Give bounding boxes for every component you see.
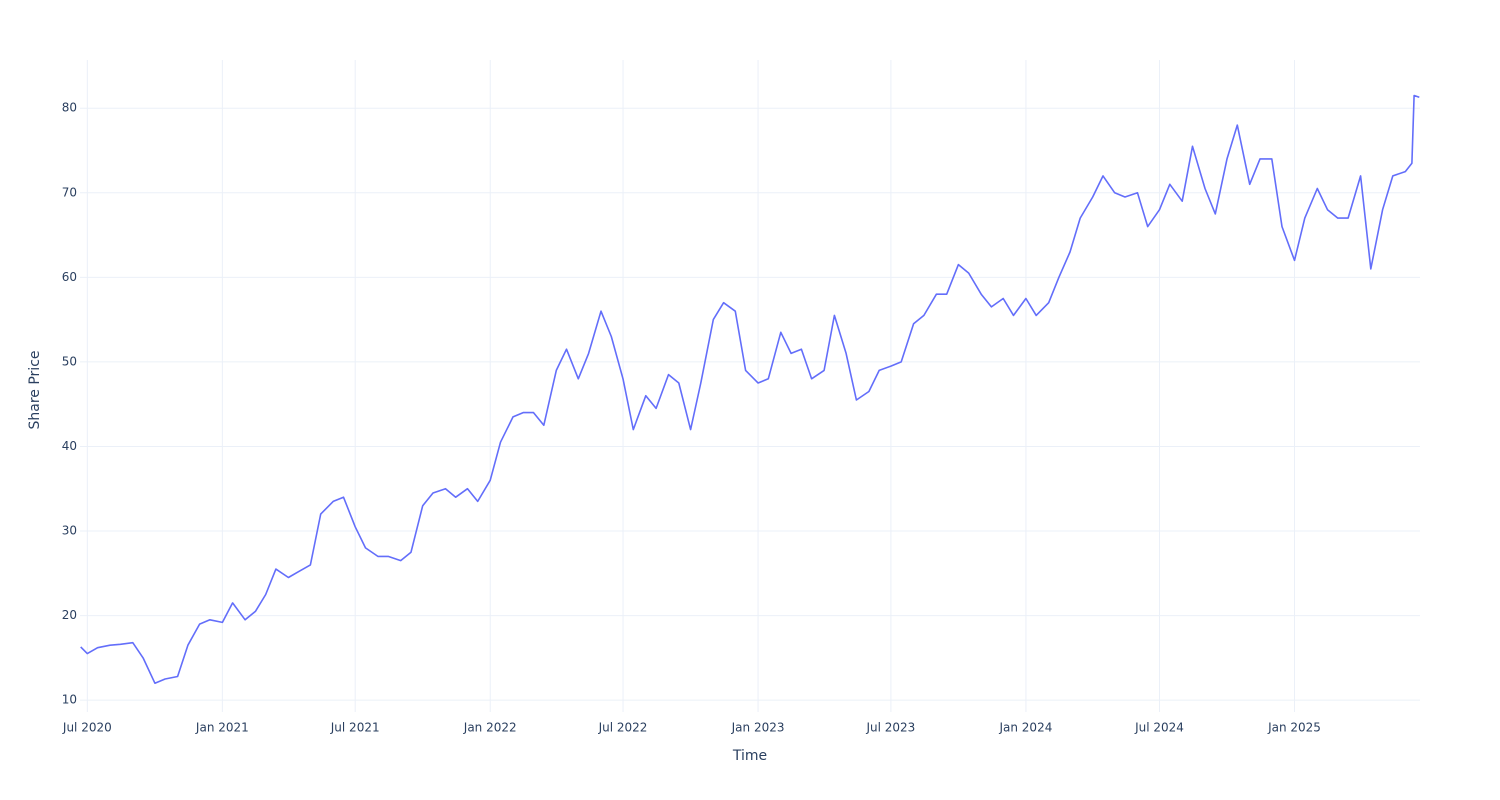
x-tick-label: Jul 2022 bbox=[598, 721, 648, 735]
x-tick-label: Jul 2023 bbox=[865, 721, 915, 735]
y-axis-title: Share Price bbox=[27, 350, 43, 429]
x-axis-title: Time bbox=[732, 748, 767, 764]
y-tick-label: 50 bbox=[62, 354, 77, 368]
x-tick-label: Jul 2020 bbox=[62, 721, 112, 735]
x-tick-label: Jan 2023 bbox=[731, 721, 785, 735]
y-tick-label: 40 bbox=[62, 439, 77, 453]
y-tick-label: 70 bbox=[62, 185, 77, 199]
y-tick-label: 10 bbox=[62, 693, 77, 707]
x-tick-label: Jan 2022 bbox=[463, 721, 517, 735]
y-tick-label: 60 bbox=[62, 270, 77, 284]
x-tick-label: Jan 2024 bbox=[998, 721, 1052, 735]
x-tick-label: Jan 2025 bbox=[1267, 721, 1321, 735]
price-line bbox=[80, 94, 1420, 684]
x-tick-label: Jul 2021 bbox=[330, 721, 380, 735]
y-tick-label: 20 bbox=[62, 608, 77, 622]
y-tick-label: 30 bbox=[62, 524, 77, 538]
x-tick-label: Jul 2024 bbox=[1134, 721, 1184, 735]
x-tick-label: Jan 2021 bbox=[195, 721, 249, 735]
y-tick-label: 80 bbox=[62, 101, 77, 115]
